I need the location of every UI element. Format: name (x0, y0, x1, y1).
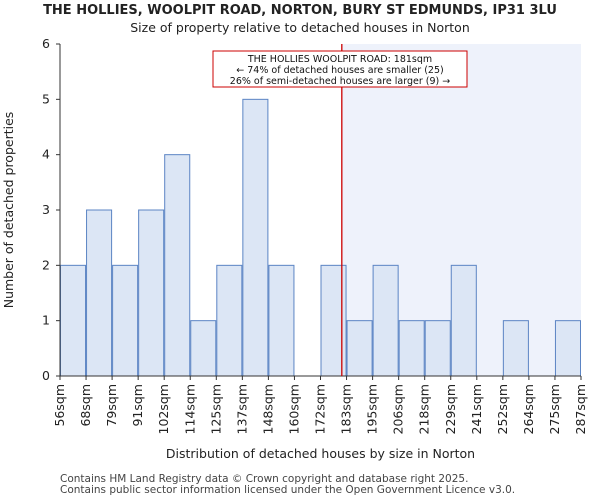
chart-title: THE HOLLIES, WOOLPIT ROAD, NORTON, BURY … (43, 3, 557, 18)
x-tick-label-0: 56sqm (52, 384, 67, 427)
bar-8 (268, 264, 295, 377)
x-tick-label-10: 172sqm (313, 384, 328, 434)
x-tick-label-12: 195sqm (365, 384, 380, 434)
y-tick-label-2: 2 (42, 257, 50, 272)
bar-2 (112, 264, 139, 377)
x-axis-label: Distribution of detached houses by size … (166, 446, 475, 461)
x-tick-label-6: 125sqm (208, 384, 223, 434)
x-tick-label-5: 114sqm (182, 384, 197, 434)
bar-1 (86, 209, 113, 377)
y-tick-label-0: 0 (42, 368, 50, 383)
x-tick-label-17: 252sqm (495, 384, 510, 434)
y-tick-label-1: 1 (42, 313, 50, 328)
x-tick-label-13: 206sqm (391, 384, 406, 434)
bar-13 (398, 320, 425, 377)
x-tick-label-9: 160sqm (286, 384, 301, 434)
y-axis-label: Number of detached properties (1, 112, 16, 309)
x-tick-label-4: 102sqm (156, 384, 171, 434)
bar-0 (60, 264, 87, 377)
bar-6 (216, 264, 243, 377)
bar-19 (554, 320, 582, 377)
x-tick-label-3: 91sqm (130, 384, 145, 427)
x-tick-label-16: 241sqm (469, 384, 484, 434)
x-tick-label-18: 264sqm (521, 384, 536, 434)
footer-licence: Contains public sector information licen… (60, 484, 516, 496)
x-tick-label-1: 68sqm (78, 384, 93, 427)
annotation-line-1: ← 74% of detached houses are smaller (25… (236, 65, 443, 76)
bar-12 (372, 264, 399, 377)
chart-subtitle: Size of property relative to detached ho… (130, 20, 470, 35)
x-tick-label-15: 229sqm (443, 384, 458, 434)
bar-11 (346, 320, 373, 377)
x-tick-label-8: 148sqm (260, 384, 275, 434)
x-tick-label-14: 218sqm (417, 384, 432, 434)
bar-3 (138, 209, 165, 377)
bar-4 (164, 154, 191, 377)
footer-copyright: Contains HM Land Registry data © Crown c… (60, 473, 469, 485)
y-tick-label-4: 4 (42, 147, 50, 162)
bar-17 (502, 320, 529, 377)
x-tick-label-11: 183sqm (339, 384, 354, 434)
annotation-line-2: 26% of semi-detached houses are larger (… (230, 76, 450, 87)
y-tick-label-5: 5 (42, 91, 50, 106)
x-tick-label-20: 287sqm (573, 384, 588, 434)
x-tick-label-2: 79sqm (104, 384, 119, 427)
bar-15 (450, 264, 477, 377)
y-tick-label-3: 3 (42, 202, 50, 217)
bar-14 (424, 320, 451, 377)
x-tick-label-7: 137sqm (234, 384, 249, 434)
x-tick-label-19: 275sqm (547, 384, 562, 434)
bar-7 (242, 98, 269, 377)
annotation-line-0: THE HOLLIES WOOLPIT ROAD: 181sqm (247, 54, 432, 65)
annotation-box (212, 50, 468, 88)
y-tick-label-6: 6 (42, 36, 50, 51)
bar-5 (190, 320, 217, 377)
